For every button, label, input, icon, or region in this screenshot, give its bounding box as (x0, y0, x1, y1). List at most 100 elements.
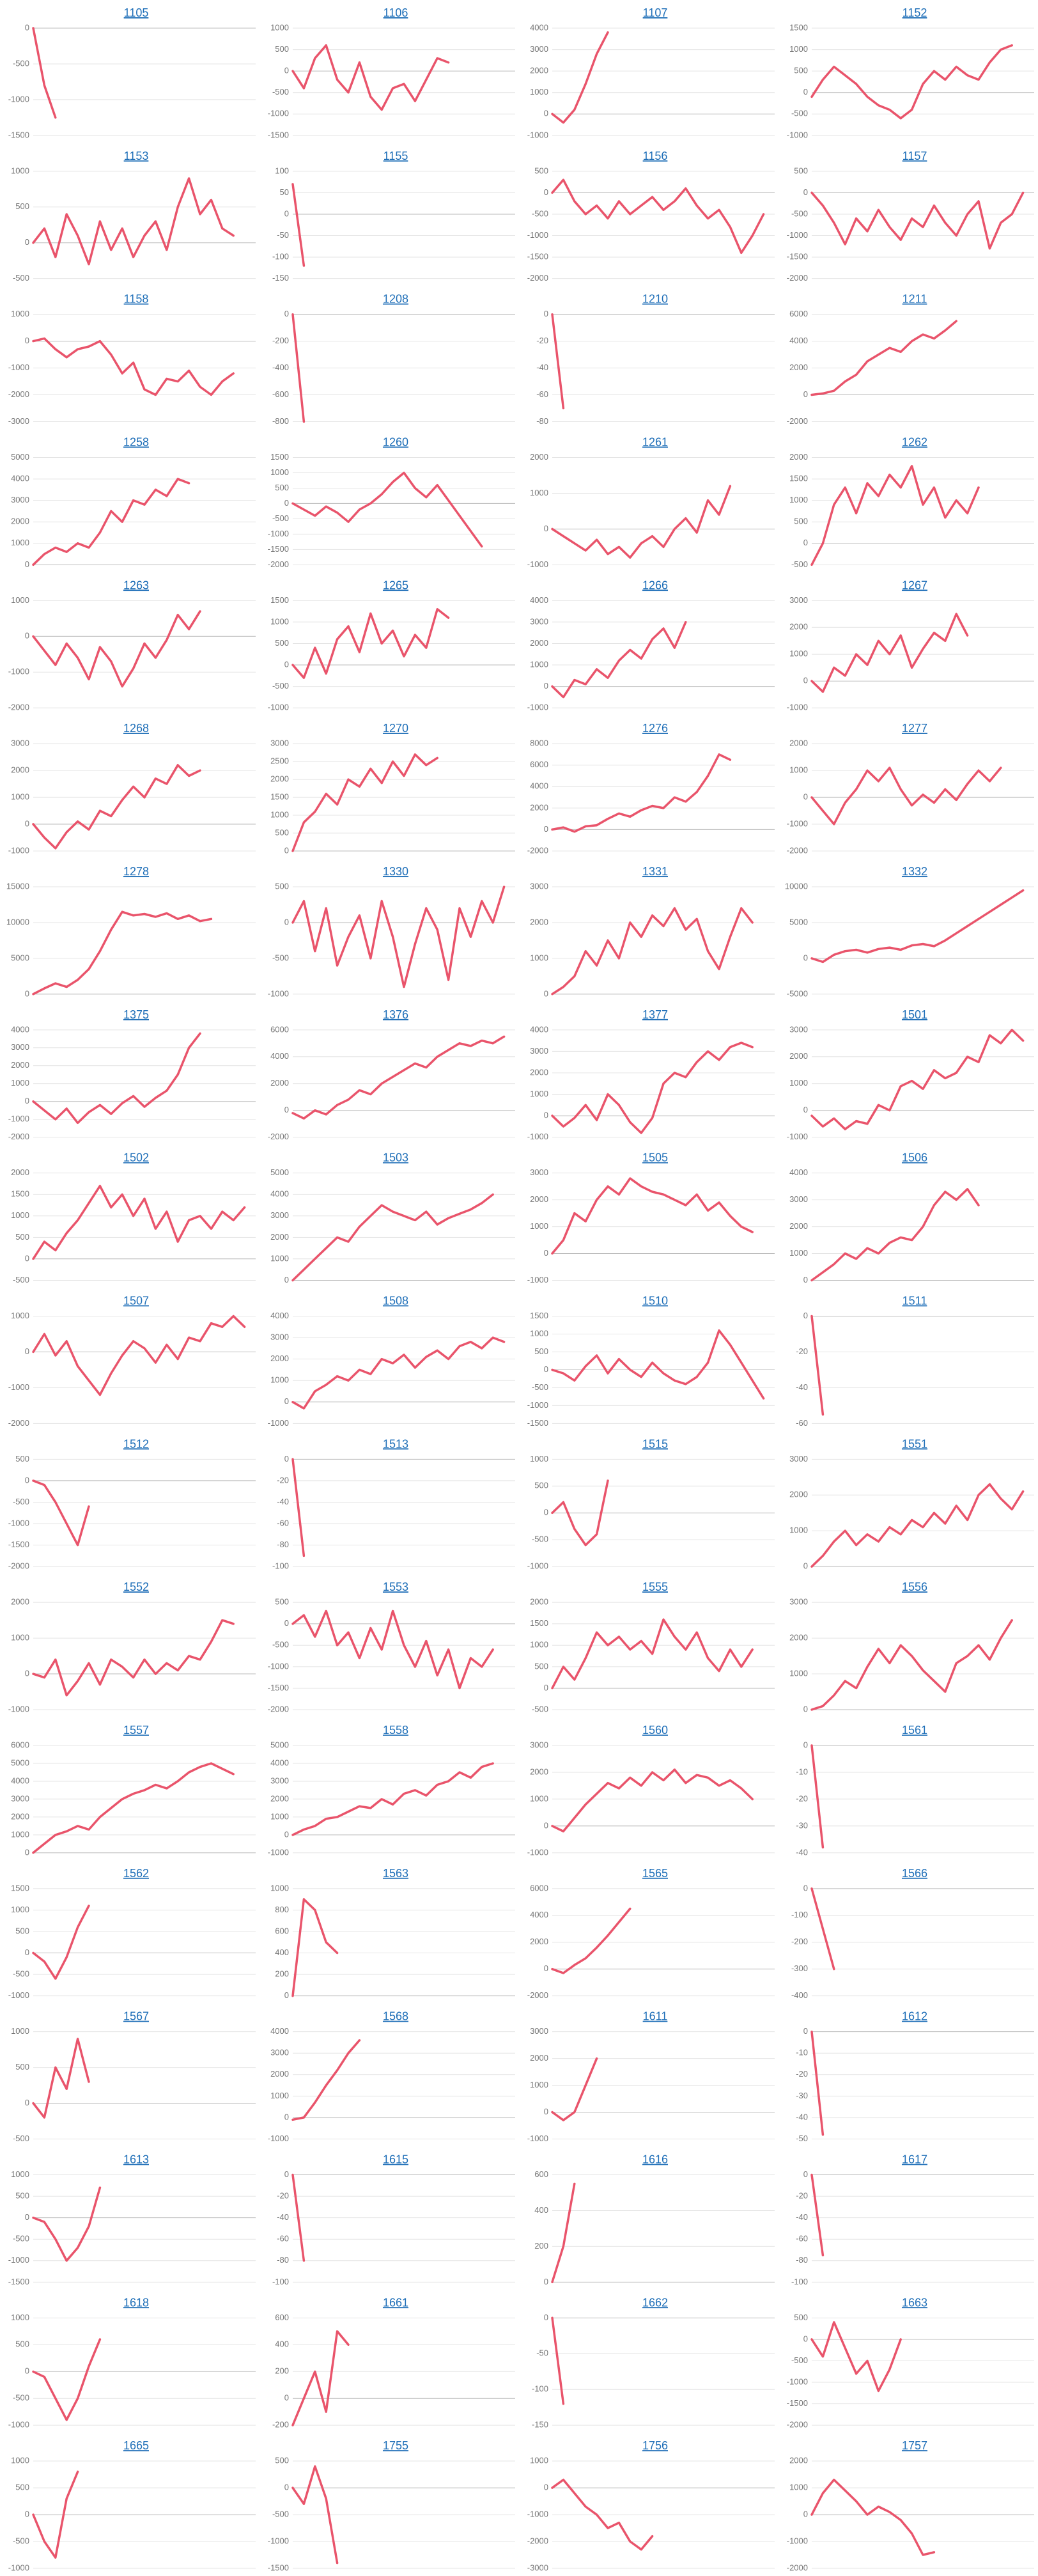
chart-title[interactable]: 1513 (383, 1437, 408, 1450)
chart-title[interactable]: 1563 (383, 1867, 408, 1880)
chart-title[interactable]: 1261 (642, 436, 668, 449)
chart-title[interactable]: 1263 (123, 579, 149, 591)
chart-title[interactable]: 1552 (123, 1581, 149, 1593)
chart-title[interactable]: 1515 (642, 1437, 668, 1450)
chart-title[interactable]: 1611 (643, 2010, 668, 2023)
y-tick-label: -1000 (268, 988, 289, 998)
data-line (810, 1744, 825, 1849)
y-tick-label: 50 (280, 187, 289, 197)
data-line (291, 2039, 361, 2121)
chart-title[interactable]: 1615 (383, 2153, 408, 2166)
chart-title[interactable]: 1558 (383, 1724, 408, 1737)
chart-title[interactable]: 1270 (383, 722, 408, 735)
chart-title[interactable]: 1505 (642, 1151, 668, 1164)
y-tick-label: -2000 (268, 1132, 289, 1141)
chart-title[interactable]: 1260 (383, 436, 408, 449)
chart-title[interactable]: 1376 (383, 1008, 408, 1021)
chart-title[interactable]: 1258 (123, 436, 149, 449)
chart-title[interactable]: 1562 (123, 1867, 149, 1880)
chart-title[interactable]: 1276 (642, 722, 668, 735)
chart-title[interactable]: 1158 (124, 293, 149, 306)
chart-title[interactable]: 1266 (642, 579, 668, 591)
chart-title[interactable]: 1153 (124, 150, 149, 162)
y-tick-label: -1500 (268, 1683, 289, 1692)
y-tick-label: 500 (275, 638, 289, 648)
chart-title[interactable]: 1330 (383, 865, 408, 878)
y-tick-label: 3000 (270, 1210, 289, 1220)
chart-title[interactable]: 1210 (642, 293, 668, 306)
chart-title[interactable]: 1152 (902, 6, 927, 19)
y-tick-label: 500 (794, 166, 808, 175)
chart-title[interactable]: 1267 (902, 579, 927, 591)
chart-title[interactable]: 1613 (123, 2153, 149, 2166)
chart-title[interactable]: 1265 (383, 579, 408, 591)
y-tick-label: 1000 (530, 1329, 548, 1338)
chart-title[interactable]: 1511 (902, 1295, 927, 1308)
chart-title[interactable]: 1507 (123, 1295, 149, 1308)
y-tick-label: -2000 (8, 1132, 29, 1141)
y-tick-label: -500 (272, 513, 289, 523)
chart-title[interactable]: 1156 (643, 150, 668, 162)
chart-title[interactable]: 1208 (383, 293, 408, 306)
y-tick-label: 0 (544, 2313, 548, 2322)
y-tick-label: -500 (13, 1497, 29, 1506)
chart-title[interactable]: 1332 (902, 865, 927, 878)
chart-title[interactable]: 1375 (123, 1008, 149, 1021)
y-tick-label: -1000 (268, 109, 289, 118)
y-tick-label: 100 (275, 166, 289, 175)
chart-title[interactable]: 1155 (383, 150, 408, 162)
chart-title[interactable]: 1612 (902, 2010, 927, 2023)
chart-title[interactable]: 1567 (123, 2010, 149, 2023)
data-line (810, 2173, 825, 2257)
chart-title[interactable]: 1501 (902, 1008, 927, 1021)
chart-title[interactable]: 1663 (902, 2296, 927, 2309)
data-line (291, 1336, 506, 1410)
chart-title[interactable]: 1277 (902, 722, 927, 735)
chart-title[interactable]: 1755 (383, 2439, 408, 2452)
chart-title[interactable]: 1506 (902, 1151, 927, 1164)
chart-title[interactable]: 1665 (123, 2439, 149, 2452)
chart-title[interactable]: 1757 (902, 2439, 927, 2452)
chart-title[interactable]: 1377 (642, 1008, 668, 1021)
chart-title[interactable]: 1557 (123, 1724, 149, 1737)
chart-title[interactable]: 1510 (642, 1295, 668, 1308)
chart-title[interactable]: 1107 (643, 6, 668, 19)
chart-title[interactable]: 1565 (642, 1867, 668, 1880)
chart-title[interactable]: 1568 (383, 2010, 408, 2023)
chart-title[interactable]: 1618 (123, 2296, 149, 2309)
chart-title[interactable]: 1566 (902, 1867, 927, 1880)
chart-title[interactable]: 1502 (123, 1151, 149, 1164)
chart-title[interactable]: 1616 (642, 2153, 668, 2166)
y-tick-label: 3000 (530, 1740, 548, 1749)
y-tick-label: -20 (277, 2191, 289, 2201)
y-tick-label: -200 (791, 1937, 808, 1946)
chart-title[interactable]: 1561 (902, 1724, 927, 1737)
chart-title[interactable]: 1756 (642, 2439, 668, 2452)
chart-title[interactable]: 1551 (902, 1437, 927, 1450)
y-tick-label: 0 (284, 917, 289, 926)
chart-title[interactable]: 1106 (383, 6, 408, 19)
y-tick-label: 500 (15, 1454, 29, 1464)
chart-title[interactable]: 1278 (123, 865, 149, 878)
chart-title[interactable]: 1512 (123, 1437, 149, 1450)
chart-title[interactable]: 1556 (902, 1581, 927, 1593)
chart-title[interactable]: 1268 (123, 722, 149, 735)
y-tick-label: -1000 (527, 1561, 548, 1571)
chart-title[interactable]: 1157 (902, 150, 927, 162)
chart-title[interactable]: 1331 (642, 865, 668, 878)
chart-title[interactable]: 1662 (642, 2296, 668, 2309)
chart-title[interactable]: 1503 (383, 1151, 408, 1164)
y-tick-label: 500 (275, 827, 289, 837)
chart-title[interactable]: 1617 (902, 2153, 927, 2166)
chart-title[interactable]: 1553 (383, 1581, 408, 1593)
chart-title[interactable]: 1262 (902, 436, 927, 449)
chart-title[interactable]: 1560 (642, 1724, 668, 1737)
chart-title[interactable]: 1508 (383, 1295, 408, 1308)
chart-title[interactable]: 1105 (124, 6, 149, 19)
y-tick-label: -500 (532, 208, 548, 218)
y-tick-label: -100 (272, 252, 289, 262)
data-line (291, 886, 506, 988)
chart-title[interactable]: 1555 (642, 1581, 668, 1593)
chart-title[interactable]: 1661 (383, 2296, 408, 2309)
chart-title[interactable]: 1211 (902, 293, 927, 306)
